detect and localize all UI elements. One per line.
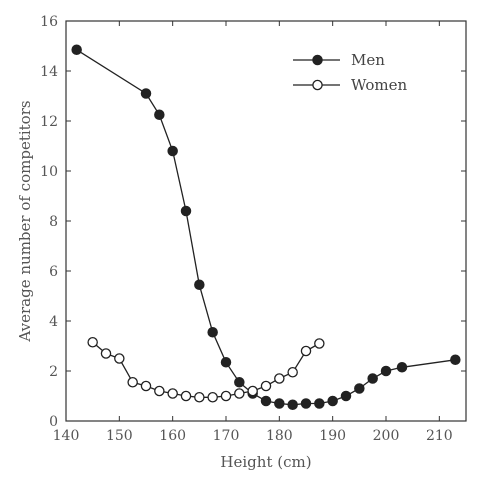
data-point-women <box>127 376 138 388</box>
data-point-men <box>380 365 392 377</box>
data-point-men <box>367 373 378 384</box>
data-point-women <box>87 336 98 348</box>
data-point-women <box>234 388 245 399</box>
data-point-men <box>154 109 165 121</box>
legend-item-women: Women <box>293 76 408 94</box>
x-tick-label: 210 <box>426 428 453 444</box>
axes: 140 150 160 170 180 190 200 210 0 2 4 6 8 10 12 14 16 <box>40 14 467 444</box>
series-men <box>71 44 461 410</box>
data-point-men <box>450 354 461 365</box>
data-point-men <box>220 356 232 368</box>
series-line-women <box>92 341 320 398</box>
y-tick-label: 4 <box>49 314 58 330</box>
data-point-men <box>396 361 408 373</box>
data-point-men <box>234 376 245 388</box>
chart-series <box>71 44 461 410</box>
x-tick-label: 160 <box>159 428 186 444</box>
data-point-men <box>300 398 312 409</box>
data-point-women <box>300 345 312 357</box>
data-point-men <box>167 145 178 157</box>
data-point-men <box>140 88 152 99</box>
data-point-women <box>260 380 272 392</box>
data-point-men <box>180 205 192 217</box>
legend-label: Men <box>351 51 385 69</box>
legend-item-men: Men <box>293 51 385 69</box>
y-tick-label: 8 <box>49 214 58 230</box>
y-tick-label: 0 <box>49 414 58 430</box>
data-point-women <box>114 353 125 364</box>
data-point-men <box>314 398 325 409</box>
x-tick-label: 170 <box>213 428 240 444</box>
data-point-men <box>327 395 338 407</box>
legend-marker <box>312 79 323 91</box>
data-point-women <box>314 338 325 349</box>
data-point-men <box>340 390 352 402</box>
data-point-men <box>207 326 218 338</box>
data-point-women <box>247 385 258 397</box>
y-tick-label: 16 <box>40 14 58 30</box>
data-point-men <box>354 383 365 394</box>
x-axis-label: Height (cm) <box>220 453 311 471</box>
data-point-women <box>180 390 192 402</box>
data-point-women <box>287 366 298 378</box>
data-point-women <box>194 391 205 403</box>
series-line-men <box>76 49 456 406</box>
data-point-women <box>140 380 152 392</box>
y-tick-label: 14 <box>40 64 58 80</box>
data-point-men <box>260 395 272 407</box>
data-point-women <box>167 388 178 399</box>
data-point-women <box>154 385 165 397</box>
y-axis-label: Average number of competitors <box>16 100 34 342</box>
y-tick-label: 12 <box>40 114 58 130</box>
data-point-women <box>274 373 285 384</box>
data-point-women <box>100 348 112 359</box>
legend-label: Women <box>351 76 408 94</box>
data-point-men <box>194 279 205 290</box>
y-tick-label: 10 <box>40 164 58 180</box>
x-tick-label: 140 <box>53 428 80 444</box>
y-tick-label: 6 <box>49 264 58 280</box>
data-point-women <box>220 390 232 402</box>
x-tick-label: 150 <box>106 428 133 444</box>
legend-marker <box>312 54 323 66</box>
x-tick-label: 180 <box>266 428 293 444</box>
data-point-women <box>207 391 218 403</box>
legend: Men Women <box>293 51 408 94</box>
data-point-men <box>287 399 298 410</box>
data-point-men <box>274 398 285 409</box>
series-women <box>87 336 325 403</box>
x-tick-label: 200 <box>373 428 400 444</box>
data-point-men <box>71 44 82 56</box>
y-tick-label: 2 <box>49 364 58 380</box>
x-tick-label: 190 <box>319 428 346 444</box>
